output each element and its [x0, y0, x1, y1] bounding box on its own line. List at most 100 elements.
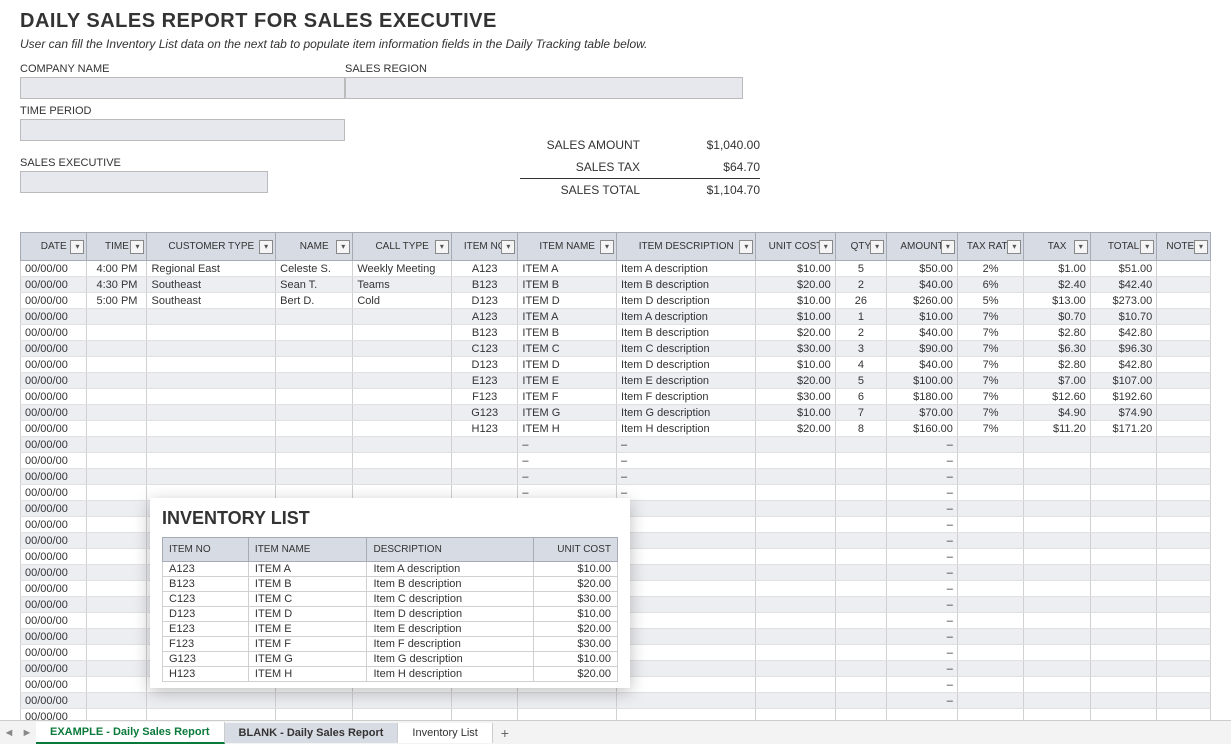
table-cell[interactable]: $11.20	[1024, 421, 1090, 437]
table-cell[interactable]	[835, 565, 886, 581]
table-cell[interactable]: Weekly Meeting	[353, 261, 452, 277]
table-cell[interactable]: 7%	[957, 309, 1023, 325]
table-cell[interactable]	[1024, 453, 1090, 469]
table-row[interactable]: 00/00/00G123ITEM GItem G description$10.…	[21, 405, 1211, 421]
table-cell[interactable]	[87, 421, 147, 437]
table-cell[interactable]	[147, 373, 276, 389]
col-header[interactable]: TOTAL▾	[1090, 233, 1156, 261]
table-cell[interactable]	[276, 469, 353, 485]
table-cell[interactable]	[1024, 565, 1090, 581]
table-cell[interactable]: ITEM H	[518, 421, 617, 437]
table-cell[interactable]	[835, 501, 886, 517]
table-cell[interactable]: –	[887, 597, 958, 613]
table-cell[interactable]: –	[887, 677, 958, 693]
table-cell[interactable]	[1024, 597, 1090, 613]
table-cell[interactable]: ITEM D	[518, 357, 617, 373]
table-cell[interactable]	[756, 645, 835, 661]
table-cell[interactable]: B123	[451, 277, 517, 293]
table-cell[interactable]	[87, 533, 147, 549]
table-cell[interactable]: $100.00	[887, 373, 958, 389]
table-cell[interactable]	[835, 581, 886, 597]
table-cell[interactable]	[1090, 501, 1156, 517]
table-cell[interactable]: ITEM A	[518, 309, 617, 325]
table-row[interactable]: 00/00/00F123ITEM FItem F description$30.…	[21, 389, 1211, 405]
table-cell[interactable]	[147, 693, 276, 709]
table-cell[interactable]	[87, 373, 147, 389]
filter-dropdown-icon[interactable]: ▾	[739, 240, 753, 254]
table-cell[interactable]	[276, 389, 353, 405]
table-cell[interactable]	[1157, 613, 1211, 629]
table-cell[interactable]: $50.00	[887, 261, 958, 277]
table-cell[interactable]	[87, 325, 147, 341]
table-cell[interactable]: 5	[835, 261, 886, 277]
col-header[interactable]: ITEM NAME▾	[518, 233, 617, 261]
table-cell[interactable]	[1090, 469, 1156, 485]
table-cell[interactable]: $10.00	[756, 405, 835, 421]
table-cell[interactable]	[835, 469, 886, 485]
col-header[interactable]: DATE▾	[21, 233, 87, 261]
table-cell[interactable]: ITEM B	[518, 277, 617, 293]
table-cell[interactable]: 00/00/00	[21, 613, 87, 629]
table-cell[interactable]: 7%	[957, 373, 1023, 389]
table-cell[interactable]	[87, 469, 147, 485]
table-cell[interactable]	[957, 469, 1023, 485]
col-header[interactable]: UNIT COST▾	[756, 233, 835, 261]
table-cell[interactable]	[87, 453, 147, 469]
table-cell[interactable]: 00/00/00	[21, 277, 87, 293]
table-cell[interactable]	[835, 453, 886, 469]
table-row[interactable]: 00/00/00E123ITEM EItem E description$20.…	[21, 373, 1211, 389]
table-cell[interactable]: Cold	[353, 293, 452, 309]
table-cell[interactable]	[276, 405, 353, 421]
table-cell[interactable]: $20.00	[756, 325, 835, 341]
table-cell[interactable]	[957, 517, 1023, 533]
table-cell[interactable]	[756, 533, 835, 549]
table-cell[interactable]	[276, 325, 353, 341]
table-cell[interactable]	[353, 373, 452, 389]
table-cell[interactable]: –	[887, 533, 958, 549]
table-cell[interactable]: –	[887, 565, 958, 581]
table-cell[interactable]: –	[887, 693, 958, 709]
table-cell[interactable]	[756, 517, 835, 533]
table-cell[interactable]: 00/00/00	[21, 373, 87, 389]
table-cell[interactable]: B123	[451, 325, 517, 341]
filter-dropdown-icon[interactable]: ▾	[259, 240, 273, 254]
table-cell[interactable]	[1090, 485, 1156, 501]
table-cell[interactable]	[835, 549, 886, 565]
table-cell[interactable]	[147, 341, 276, 357]
table-cell[interactable]	[147, 309, 276, 325]
table-cell[interactable]: Item A description	[617, 261, 756, 277]
table-cell[interactable]: Item B description	[617, 277, 756, 293]
table-cell[interactable]	[835, 533, 886, 549]
table-cell[interactable]: $51.00	[1090, 261, 1156, 277]
table-cell[interactable]: 00/00/00	[21, 389, 87, 405]
table-cell[interactable]: $30.00	[756, 341, 835, 357]
table-cell[interactable]	[957, 677, 1023, 693]
col-header[interactable]: TIME▾	[87, 233, 147, 261]
table-cell[interactable]	[451, 437, 517, 453]
table-cell[interactable]	[1157, 357, 1211, 373]
table-cell[interactable]: 00/00/00	[21, 549, 87, 565]
tab-nav-prev-icon[interactable]: ◄	[0, 727, 18, 739]
table-cell[interactable]	[1024, 549, 1090, 565]
table-row[interactable]: 00/00/00B123ITEM BItem B description$20.…	[21, 325, 1211, 341]
table-cell[interactable]	[1024, 645, 1090, 661]
table-cell[interactable]	[147, 357, 276, 373]
table-cell[interactable]: Sean T.	[276, 277, 353, 293]
table-cell[interactable]: –	[617, 437, 756, 453]
table-cell[interactable]	[1157, 549, 1211, 565]
table-cell[interactable]	[1157, 645, 1211, 661]
table-cell[interactable]: 00/00/00	[21, 597, 87, 613]
table-cell[interactable]: 00/00/00	[21, 661, 87, 677]
sales-region-input[interactable]	[345, 77, 743, 99]
table-cell[interactable]: $2.80	[1024, 325, 1090, 341]
table-cell[interactable]	[1090, 597, 1156, 613]
table-cell[interactable]: 1	[835, 309, 886, 325]
filter-dropdown-icon[interactable]: ▾	[941, 240, 955, 254]
table-cell[interactable]: –	[887, 501, 958, 517]
table-cell[interactable]	[957, 453, 1023, 469]
table-cell[interactable]	[1157, 293, 1211, 309]
table-cell[interactable]	[147, 405, 276, 421]
table-cell[interactable]	[87, 501, 147, 517]
table-cell[interactable]	[353, 357, 452, 373]
table-cell[interactable]: $20.00	[756, 373, 835, 389]
